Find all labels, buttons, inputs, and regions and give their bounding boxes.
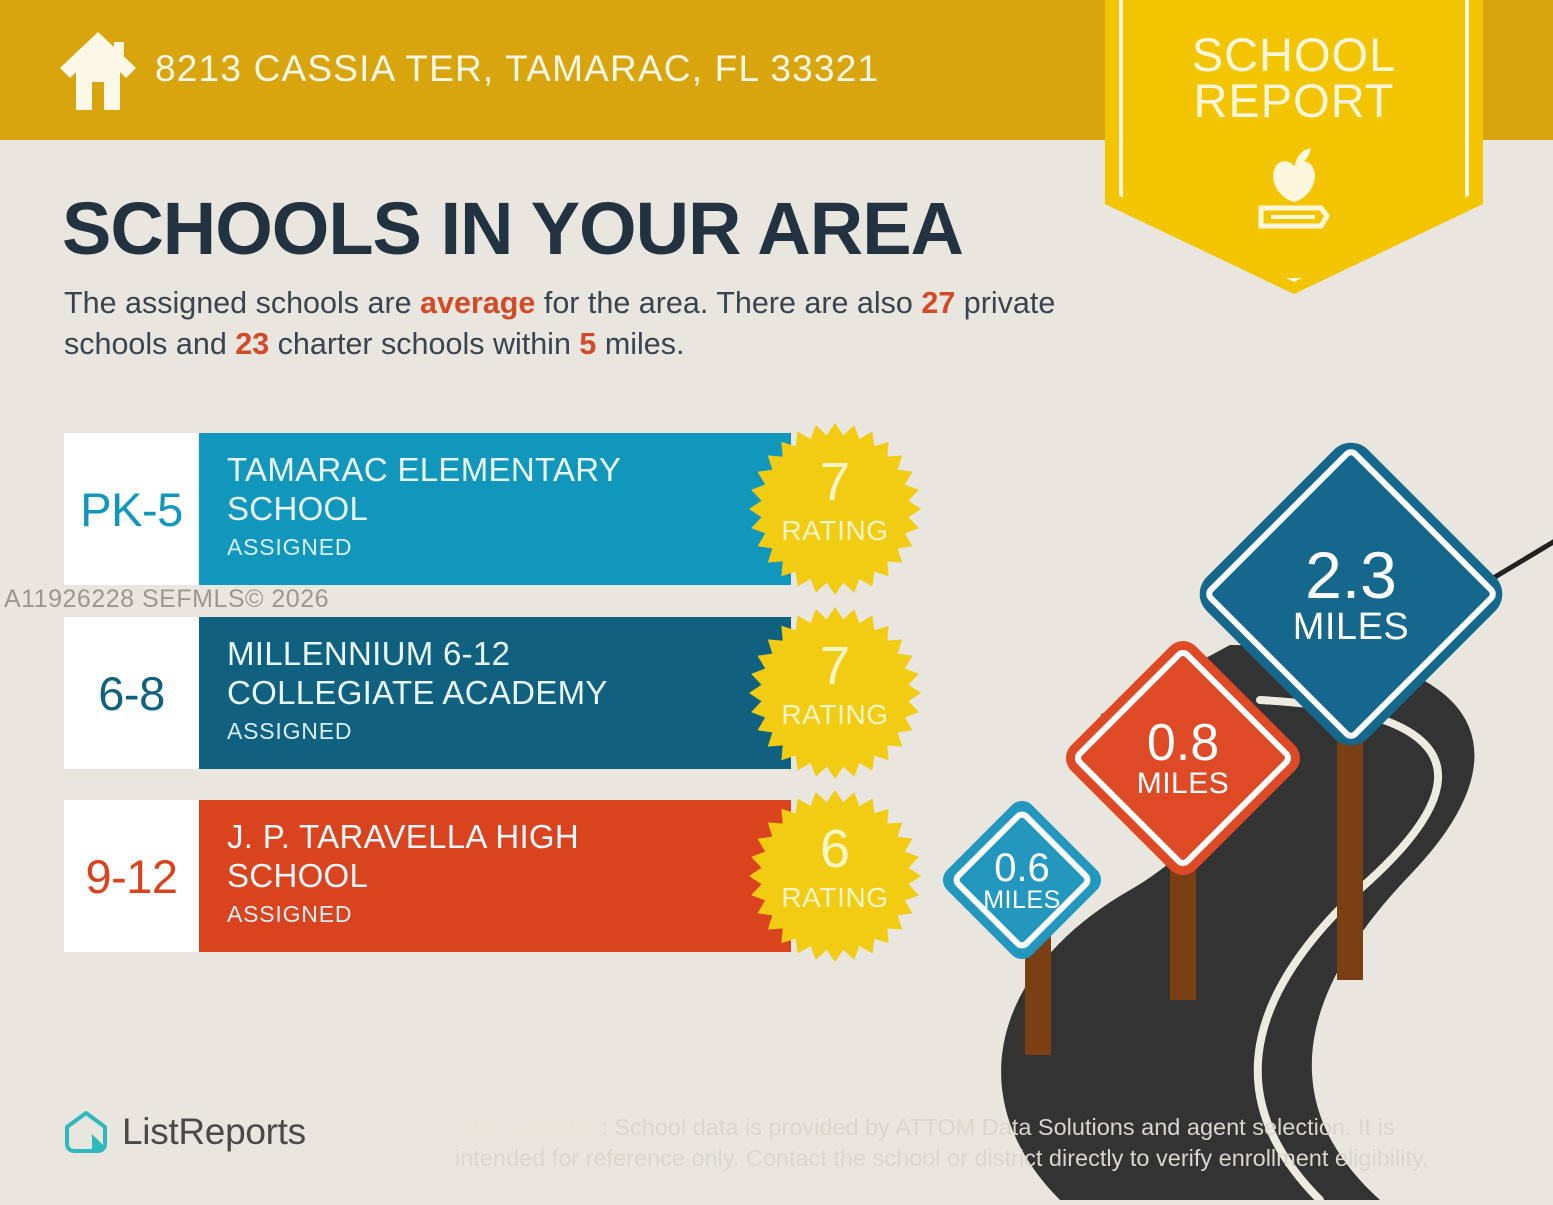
- sign-distance-value: 0.8: [1146, 714, 1220, 772]
- apple-and-book-icon: [1258, 148, 1331, 229]
- wire-line: [1488, 539, 1553, 583]
- sign-distance-unit: MILES: [983, 885, 1061, 914]
- grade-range-box: PK-5: [64, 433, 199, 585]
- sign-distance-value: 2.3: [1305, 538, 1397, 612]
- school-name-bar: TAMARAC ELEMENTARY SCHOOL ASSIGNED: [199, 433, 791, 585]
- rating-word: RATING: [781, 699, 889, 730]
- starburst-icon: [749, 607, 921, 779]
- sign-distance-unit: MILES: [1136, 767, 1230, 800]
- distance-sign: 0.6 MILES: [937, 795, 1107, 965]
- listreports-house-icon: [65, 1111, 107, 1153]
- subtitle-highlight-private-count: 27: [921, 286, 956, 320]
- school-report-badge: SCHOOL REPORT: [1105, 0, 1483, 294]
- rating-value: 6: [819, 819, 851, 879]
- rating-word: RATING: [781, 515, 889, 546]
- sign-text: 2.3 MILES: [1237, 480, 1465, 708]
- subtitle-part3: private schools and: [64, 286, 1056, 361]
- subtitle-part5: miles.: [596, 326, 685, 361]
- grade-range-label: PK-5: [80, 482, 183, 536]
- school-name-bar: MILLENNIUM 6-12 COLLEGIATE ACADEMY ASSIG…: [199, 617, 791, 769]
- listreports-logo[interactable]: ListReports: [62, 1108, 306, 1156]
- school-rating-badge: 7 RATING: [749, 607, 921, 779]
- school-rating-badge: 6 RATING: [749, 790, 921, 962]
- grade-range-label: 6-8: [98, 666, 165, 720]
- subtitle-part2: for the area. There are also: [535, 286, 922, 320]
- sign-distance-unit: MILES: [1292, 606, 1410, 648]
- rating-value: 7: [819, 636, 851, 696]
- mls-watermark: A11926228 SEFMLS© 2026: [4, 585, 330, 613]
- school-assigned-label: ASSIGNED: [227, 717, 353, 744]
- sign-distance-value: 0.6: [994, 845, 1050, 890]
- school-name-bar: J. P. TARAVELLA HIGH SCHOOL ASSIGNED: [199, 800, 791, 952]
- rating-value: 7: [819, 452, 851, 512]
- subtitle-summary: The assigned schools are average for the…: [64, 283, 1104, 364]
- subtitle-highlight-radius: 5: [579, 326, 597, 361]
- school-rating-badge: 7 RATING: [749, 423, 921, 595]
- distance-sign: 2.3 MILES: [1189, 432, 1513, 756]
- disclaimer-text: DISCLAIMER: School data is provided by A…: [455, 1112, 1485, 1173]
- subtitle-highlight-average: average: [420, 286, 536, 320]
- school-name: TAMARAC ELEMENTARY SCHOOL: [227, 451, 621, 527]
- school-name: MILLENNIUM 6-12 COLLEGIATE ACADEMY: [227, 635, 608, 711]
- badge-title-line1: SCHOOL: [1191, 28, 1397, 81]
- badge-shield-border: [1119, 0, 1469, 282]
- disclaimer-label: DISCLAIMER: [455, 1114, 602, 1140]
- grade-range-box: 9-12: [64, 800, 199, 952]
- subtitle-part1: The assigned schools are: [64, 286, 421, 320]
- house-icon: [60, 32, 136, 110]
- sign-text: 0.6 MILES: [962, 820, 1082, 940]
- subtitle-part4: charter schools within: [269, 326, 580, 361]
- school-assigned-label: ASSIGNED: [227, 533, 353, 560]
- page-title: SCHOOLS IN YOUR AREA: [62, 187, 964, 270]
- disclaimer-body: : School data is provided by ATTOM Data …: [455, 1114, 1429, 1171]
- grade-range-box: 6-8: [64, 617, 199, 769]
- school-name: J. P. TARAVELLA HIGH SCHOOL: [227, 818, 580, 894]
- grade-range-label: 9-12: [85, 849, 178, 903]
- school-assigned-label: ASSIGNED: [227, 900, 353, 927]
- starburst-icon: [749, 790, 921, 962]
- property-address: 8213 CASSIA TER, TAMARAC, FL 33321: [155, 48, 880, 89]
- badge-title-line2: REPORT: [1193, 74, 1395, 128]
- badge-title: SCHOOL REPORT: [1105, 28, 1483, 128]
- subtitle-highlight-charter-count: 23: [235, 326, 270, 361]
- road-scene-illustration: 0.6 MILES 0.8 MILES 2.3 MILES: [930, 432, 1553, 1204]
- starburst-icon: [749, 423, 921, 595]
- listreports-logo-text: ListReports: [122, 1111, 306, 1152]
- rating-word: RATING: [781, 882, 889, 913]
